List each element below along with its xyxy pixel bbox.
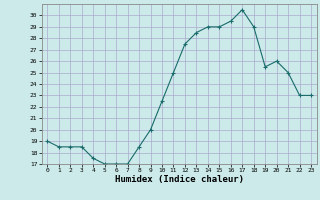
X-axis label: Humidex (Indice chaleur): Humidex (Indice chaleur) (115, 175, 244, 184)
